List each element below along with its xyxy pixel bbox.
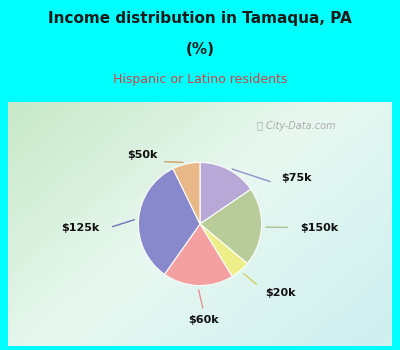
- Text: (%): (%): [186, 42, 214, 57]
- Text: $60k: $60k: [188, 315, 219, 325]
- Text: $20k: $20k: [266, 288, 296, 298]
- Text: $150k: $150k: [300, 223, 338, 233]
- Wedge shape: [200, 224, 247, 276]
- Wedge shape: [200, 189, 262, 264]
- Text: $75k: $75k: [281, 173, 311, 183]
- Text: Income distribution in Tamaqua, PA: Income distribution in Tamaqua, PA: [48, 10, 352, 26]
- Text: $125k: $125k: [62, 223, 100, 233]
- Wedge shape: [173, 162, 200, 224]
- Text: Hispanic or Latino residents: Hispanic or Latino residents: [113, 74, 287, 86]
- Text: $50k: $50k: [127, 150, 158, 160]
- Wedge shape: [164, 224, 232, 286]
- Text: ⓘ City-Data.com: ⓘ City-Data.com: [257, 121, 335, 131]
- Wedge shape: [200, 162, 251, 224]
- Wedge shape: [138, 169, 200, 274]
